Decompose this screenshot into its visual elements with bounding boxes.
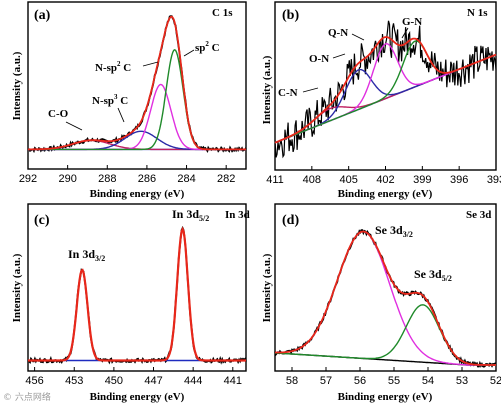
- x-tick-label: 405: [339, 174, 357, 186]
- panel-b-annotation-g-n: G-N: [402, 16, 422, 28]
- panel-d-se3d: 58 57 56 55 54 53 52 (d) Se 3d Binding energy …: [261, 203, 501, 403]
- fitted-envelope-line: [275, 230, 496, 366]
- panel-b-x-axis-label: Binding energy (eV): [338, 188, 433, 200]
- panel-d-x-axis-label: Binding energy (eV): [338, 391, 433, 403]
- panel-b-frame: [274, 1, 497, 171]
- fitted-envelope-line: [274, 36, 497, 144]
- panel-d-x-ticks: 58 57 56 55 54 53 52: [286, 367, 501, 387]
- panel-c-in3d: 456 453 450 447 444 441 (c) In 3d Binding ene…: [11, 203, 250, 403]
- panel-b-y-axis-label: Intensity (a.u.): [261, 55, 273, 124]
- fitted-envelope-line: [28, 226, 246, 362]
- panel-b-label: (b): [282, 8, 299, 23]
- raw-data-line: [274, 229, 497, 368]
- x-tick-label: 402: [376, 174, 394, 186]
- panel-a-x-axis-label: Binding energy (eV): [90, 188, 185, 200]
- panel-a-arrow-n-sp2: [142, 61, 159, 67]
- x-tick-label: 52: [490, 375, 501, 387]
- panel-d-annotation-se3d52: Se 3d5/2: [414, 267, 452, 283]
- watermark: © 六点网络: [3, 393, 51, 403]
- fitted-envelope-line: [28, 15, 246, 151]
- panel-c-plot: [27, 225, 247, 365]
- panel-d-annotation-se3d32: Se 3d3/2: [375, 223, 413, 239]
- panel-a-c1s: 292 290 288 286 284 282 (a) C 1s Binding ener…: [11, 1, 247, 200]
- panel-d-frame: [274, 203, 497, 372]
- panel-c-frame: [27, 203, 247, 372]
- panel-c-y-axis-label: Intensity (a.u.): [11, 253, 23, 322]
- x-tick-label: 284: [177, 173, 195, 185]
- raw-data-line: [27, 15, 247, 154]
- x-tick-label: 396: [450, 174, 468, 186]
- panel-c-annotation-in3d32: In 3d3/2: [68, 247, 105, 263]
- panel-a-arrow-n-sp3: [117, 107, 125, 123]
- raw-data-line: [27, 225, 247, 365]
- x-tick-label: 53: [456, 375, 468, 387]
- component-peak-se-3d5-2: [274, 304, 496, 366]
- x-tick-label: 55: [388, 375, 400, 387]
- panel-b-x-ticks: 411 408 405 402 399 396 393: [266, 166, 501, 186]
- x-tick-label: 292: [19, 173, 37, 185]
- panel-c-element-label: In 3d: [225, 209, 250, 221]
- x-tick-label: 411: [266, 174, 284, 186]
- panel-b-annotation-q-n: Q-N: [328, 27, 348, 39]
- x-tick-label: 408: [303, 174, 321, 186]
- panel-b-element-label: N 1s: [467, 7, 488, 19]
- x-tick-label: 447: [144, 375, 162, 387]
- panel-b-annotation-c-n: C-N: [278, 87, 298, 99]
- panel-c-x-axis-label: Binding energy (eV): [90, 391, 185, 403]
- panel-a-annotation-c-o: C-O: [48, 108, 69, 120]
- panel-c-annotation-in3d52: In 3d5/2: [172, 207, 209, 223]
- x-tick-label: 444: [184, 375, 202, 387]
- x-tick-label: 399: [413, 174, 431, 186]
- raw-data-line: [274, 20, 497, 159]
- panel-a-x-ticks: 292 290 288 286 284 282: [19, 165, 235, 185]
- panel-c-label: (c): [34, 213, 50, 228]
- x-tick-label: 456: [25, 375, 43, 387]
- x-tick-label: 290: [58, 173, 76, 185]
- panel-a-arrow-sp2: [183, 49, 195, 57]
- panel-a-y-axis-label: Intensity (a.u.): [11, 51, 23, 120]
- panel-a-frame: [27, 1, 247, 170]
- panel-b-arrow-q-n: [351, 33, 365, 41]
- panel-a-arrow-c-o: [65, 121, 83, 131]
- panel-d-element-label: Se 3d: [466, 209, 491, 221]
- panel-b-arrow-o-n: [332, 53, 346, 59]
- panel-b-arrow-g-n: [401, 27, 409, 39]
- x-tick-label: 450: [105, 375, 123, 387]
- panel-a-plot: [27, 15, 247, 154]
- x-tick-label: 441: [224, 375, 242, 387]
- x-tick-label: 453: [65, 375, 83, 387]
- panel-c-x-ticks: 456 453 450 447 444 441: [25, 367, 242, 387]
- component-peak-sp-c: [28, 48, 246, 151]
- x-tick-label: 393: [487, 174, 501, 186]
- panel-a-annotation-n-sp3: N-sp3 C: [92, 93, 128, 107]
- panel-a-annotation-sp2: sp2 C: [195, 40, 220, 54]
- panel-b-n1s: 411 408 405 402 399 396 393 (b) N 1s Binding e…: [261, 1, 501, 200]
- x-tick-label: 58: [286, 375, 298, 387]
- panel-d-plot: [274, 229, 497, 368]
- x-tick-label: 57: [320, 375, 332, 387]
- panel-a-element-label: C 1s: [212, 7, 233, 19]
- x-tick-label: 288: [98, 173, 116, 185]
- panel-d-label: (d): [282, 213, 299, 228]
- panel-a-annotation-n-sp2: N-sp2 C: [95, 60, 131, 74]
- panel-b-arrow-c-n: [302, 87, 319, 93]
- component-peak-se-3d3-2: [275, 230, 496, 366]
- panel-a-label: (a): [34, 8, 51, 23]
- x-tick-label: 54: [422, 375, 434, 387]
- panel-b-annotation-o-n: O-N: [309, 53, 329, 65]
- x-tick-label: 56: [354, 375, 366, 387]
- panel-d-y-axis-label: Intensity (a.u.): [261, 253, 273, 322]
- x-tick-label: 282: [217, 173, 235, 185]
- panel-b-plot: [274, 20, 497, 159]
- x-tick-label: 286: [138, 173, 156, 185]
